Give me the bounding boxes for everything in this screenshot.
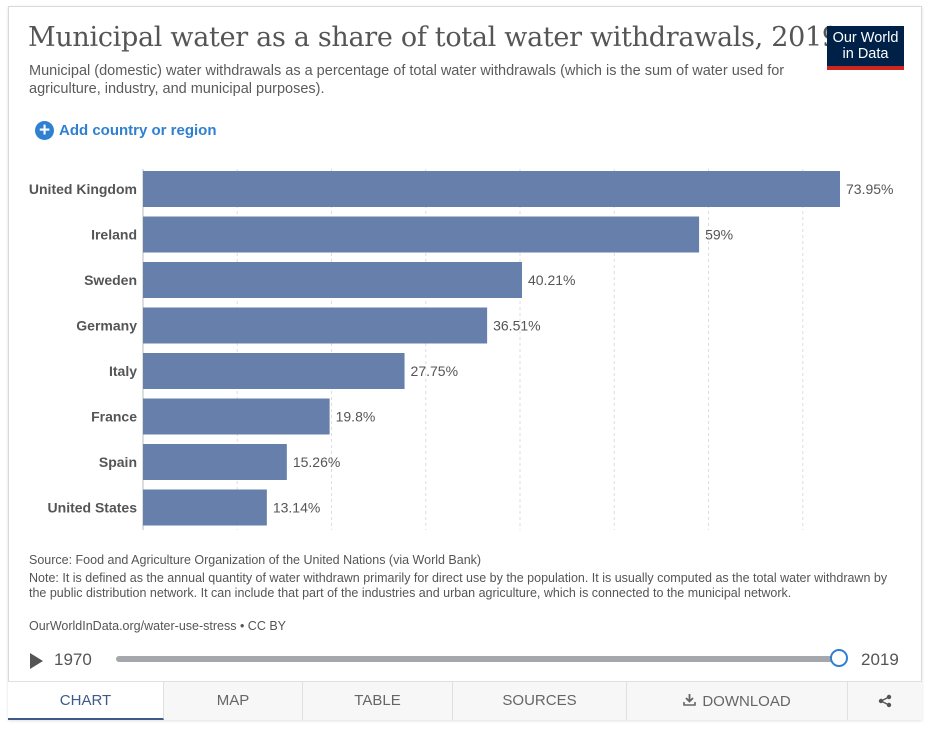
bar-sweden[interactable] [143, 262, 522, 298]
category-label-spain[interactable]: Spain [99, 454, 137, 470]
tab-sources[interactable]: SOURCES [453, 682, 627, 720]
owid-logo[interactable]: Our World in Data [827, 26, 904, 70]
value-label-ireland: 59% [705, 227, 733, 243]
timeline-track[interactable] [116, 656, 842, 662]
logo-line2: in Data [842, 46, 889, 62]
tab-download-label: DOWNLOAD [702, 693, 791, 710]
bar-spain[interactable] [143, 444, 287, 480]
category-label-france[interactable]: France [91, 409, 137, 425]
timeline-handle[interactable] [830, 649, 848, 667]
value-label-sweden: 40.21% [528, 272, 575, 288]
chart-title: Municipal water as a share of total wate… [28, 22, 839, 53]
timeline-start-year: 1970 [54, 650, 92, 669]
tab-share[interactable] [848, 682, 922, 720]
tab-table[interactable]: TABLE [303, 682, 453, 720]
timeline: 1970 2019 [0, 645, 929, 675]
play-icon[interactable] [30, 653, 43, 669]
tab-download[interactable]: DOWNLOAD [627, 682, 848, 720]
bar-italy[interactable] [143, 353, 405, 389]
source-url[interactable]: OurWorldInData.org/water-use-stress • CC… [29, 619, 287, 633]
source-text: Source: Food and Agriculture Organizatio… [29, 553, 482, 567]
category-label-germany[interactable]: Germany [76, 318, 137, 334]
value-label-france: 19.8% [336, 409, 376, 425]
bar-ireland[interactable] [143, 216, 700, 253]
category-label-united-states[interactable]: United States [48, 500, 138, 516]
bar-chart: United Kingdom 73.95% Ireland 59% Sweden 40.2… [29, 169, 893, 530]
value-label-united-states: 13.14% [273, 500, 320, 516]
category-label-sweden[interactable]: Sweden [84, 272, 137, 288]
value-label-spain: 15.26% [293, 454, 340, 470]
plus-circle-icon: + [35, 121, 54, 140]
bar-france[interactable] [143, 398, 330, 435]
add-country-button[interactable]: + Add country or region [35, 121, 217, 140]
logo-line1: Our World [832, 30, 899, 46]
category-label-ireland[interactable]: Ireland [91, 227, 137, 243]
category-label-italy[interactable]: Italy [109, 363, 137, 379]
bar-germany[interactable] [143, 307, 488, 344]
tab-chart[interactable]: CHART [8, 682, 164, 720]
value-label-italy: 27.75% [411, 363, 458, 379]
tab-bar: CHART MAP TABLE SOURCES DOWNLOAD [8, 681, 922, 720]
share-icon [878, 692, 892, 709]
chart-subtitle: Municipal (domestic) water withdrawals a… [29, 63, 785, 97]
value-label-united-kingdom: 73.95% [846, 181, 893, 197]
note-text: Note: It is defined as the annual quanti… [29, 571, 888, 600]
download-icon [683, 682, 697, 720]
value-label-germany: 36.51% [493, 318, 540, 334]
bar-united-states[interactable] [143, 489, 267, 526]
add-country-label: Add country or region [59, 122, 217, 139]
timeline-end-year: 2019 [861, 650, 899, 669]
category-label-united-kingdom[interactable]: United Kingdom [29, 181, 137, 197]
bar-united-kingdom[interactable] [143, 171, 840, 207]
tab-map[interactable]: MAP [164, 682, 303, 720]
